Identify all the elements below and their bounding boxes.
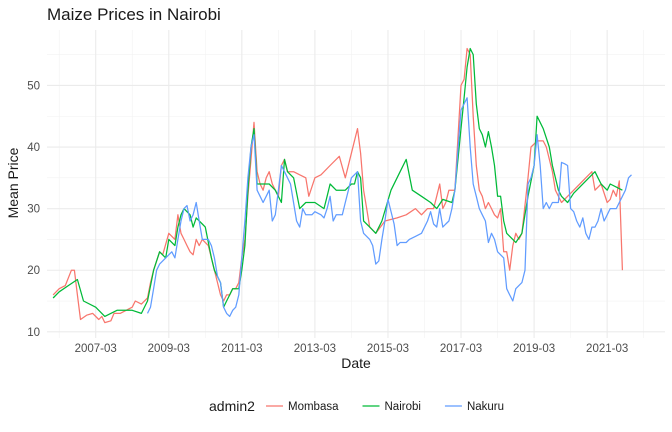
y-tick-label: 20 xyxy=(27,265,40,277)
series-line-nairobi xyxy=(52,47,623,318)
x-tick-label: 2011-03 xyxy=(221,343,262,355)
x-tick-label: 2017-03 xyxy=(440,343,482,355)
y-tick-label: 40 xyxy=(27,142,40,154)
x-tick-label: 2015-03 xyxy=(367,343,409,355)
grid xyxy=(47,30,665,338)
y-tick-label: 10 xyxy=(27,327,40,339)
series-line-mombasa xyxy=(52,47,624,324)
x-tick-label: 2013-03 xyxy=(294,343,336,355)
legend-label-nairobi: Nairobi xyxy=(385,401,421,413)
series-lines xyxy=(52,47,632,324)
y-axis-ticks: 10 20 30 40 50 xyxy=(27,80,40,338)
x-axis-ticks: 2007-03 2009-03 2011-03 2013-03 2015-03 2017-… xyxy=(75,343,629,355)
y-axis-title: Mean Price xyxy=(5,147,21,218)
x-axis-title: Date xyxy=(341,355,371,371)
legend-title: admin2 xyxy=(209,398,255,414)
y-tick-label: 50 xyxy=(27,80,40,92)
chart-title: Maize Prices in Nairobi xyxy=(47,5,221,24)
x-tick-label: 2007-03 xyxy=(75,343,117,355)
x-tick-label: 2009-03 xyxy=(148,343,190,355)
legend-label-nakuru: Nakuru xyxy=(467,401,504,413)
legend-label-mombasa: Mombasa xyxy=(288,401,339,413)
legend: admin2 Mombasa Nairobi Nakuru xyxy=(209,398,504,414)
series-line-nakuru xyxy=(146,97,632,318)
y-tick-label: 30 xyxy=(27,204,40,216)
x-tick-label: 2019-03 xyxy=(513,343,555,355)
x-tick-label: 2021-03 xyxy=(586,343,628,355)
